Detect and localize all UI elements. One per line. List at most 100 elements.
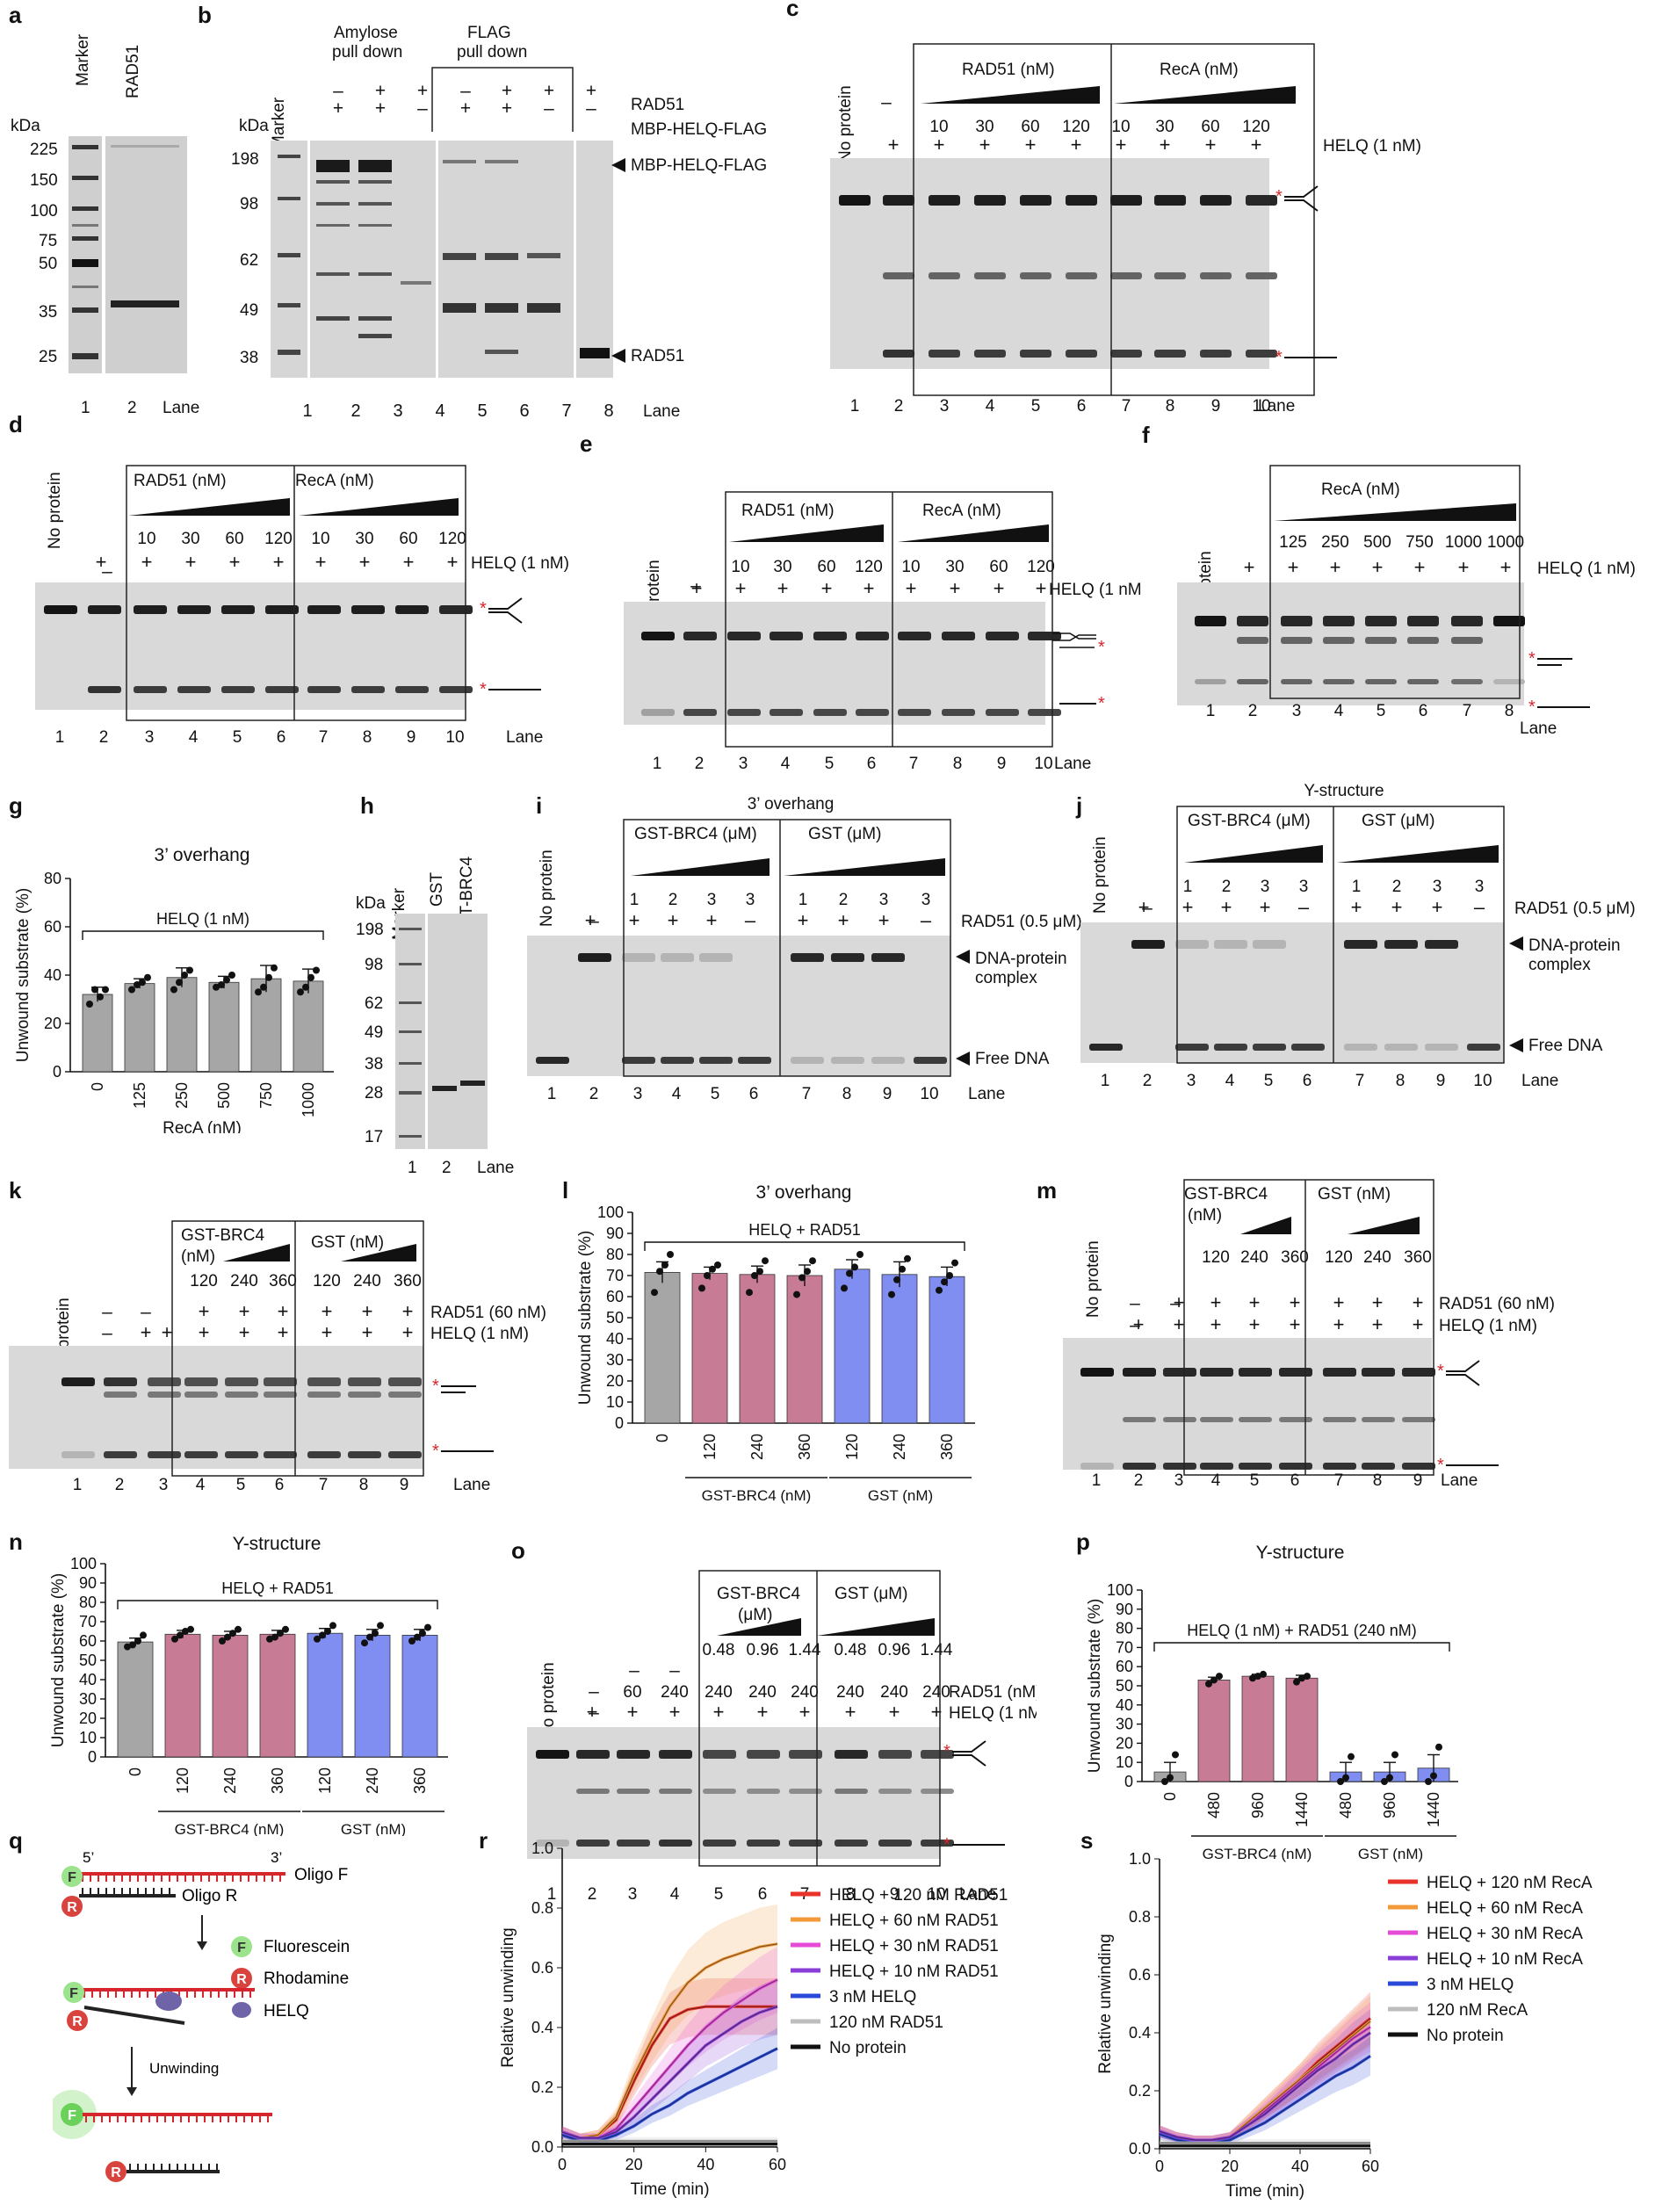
lane-number: 10 [1473, 1072, 1492, 1090]
rad51-label: RAD51 (60 nM) [1439, 1295, 1555, 1313]
gel-band [856, 709, 889, 716]
legend-r: R [236, 1972, 247, 1987]
x-tick-label: 240 [364, 1767, 381, 1794]
series-band [562, 1946, 777, 2143]
conc-value: 30 [1155, 118, 1174, 136]
gel-image [1063, 1338, 1432, 1470]
conc-value: 1 [1183, 878, 1193, 896]
gel-band [439, 686, 473, 693]
gel-band [1200, 272, 1232, 279]
brc4-heading: GST-BRC4 [1184, 1185, 1268, 1204]
band-label: MBP-HELQ-FLAG [631, 156, 768, 175]
label-star: * [432, 1442, 439, 1461]
gel-band [835, 1789, 868, 1794]
plus: + [1288, 556, 1299, 578]
plus: + [691, 577, 703, 599]
gel-band [921, 1789, 954, 1794]
lane-number: 2 [695, 755, 705, 773]
conc-value: 360 [1404, 1248, 1432, 1267]
data-point [756, 1268, 763, 1276]
oligo-f-label: Oligo F [294, 1866, 348, 1884]
conc-value: 240 [1240, 1248, 1268, 1267]
gel-band [883, 195, 914, 206]
gel-band [703, 1750, 736, 1759]
rad51-row-label: RAD51 [631, 96, 685, 114]
gel-image [830, 158, 1269, 369]
plus: + [1260, 896, 1271, 918]
gel-band [974, 350, 1006, 358]
gel-band [1323, 1368, 1356, 1377]
label-star: * [1437, 1362, 1444, 1381]
y-tick-label: 70 [606, 1267, 624, 1284]
helq-icon [232, 2002, 251, 2018]
gel-image [271, 141, 613, 378]
conc-value: 120 [1027, 558, 1055, 576]
panel-letter-s: s [1080, 1827, 1094, 1854]
fluorescein-icon [61, 1866, 83, 1887]
gel-band [148, 1392, 181, 1398]
titration-wedge [1348, 1217, 1420, 1234]
gel-band [1253, 1044, 1286, 1051]
free-dna-label: Free DNA [1528, 1037, 1603, 1055]
conc-value: 120 [264, 530, 293, 548]
data-point [313, 966, 320, 974]
lane-number: 9 [883, 1085, 892, 1103]
rad51-heading: RAD51 (nM) [741, 502, 835, 520]
gel-band [264, 1377, 297, 1386]
data-point [809, 1257, 816, 1265]
plus: + [162, 1321, 173, 1343]
titration-wedge [921, 86, 1100, 104]
lane-number: 10 [445, 728, 464, 747]
titration-wedge [341, 1244, 416, 1261]
rad51-cell: + [544, 81, 554, 101]
y-tick-label: 100 [70, 1555, 97, 1572]
no-protein-label: No protein [1084, 1240, 1102, 1318]
plus: + [1432, 896, 1443, 918]
gel-band [536, 1750, 569, 1759]
data-point [804, 1268, 811, 1276]
lane-number: 4 [672, 1085, 682, 1103]
mbp-row-label: MBP-HELQ-FLAG [631, 120, 768, 139]
lane-number: 3 [159, 1476, 169, 1493]
lane-number: 1 [1092, 1471, 1102, 1490]
gel-band [1020, 272, 1051, 279]
plus: + [141, 551, 153, 573]
lane-number: 2 [127, 399, 137, 417]
amylose-label: Amylose [334, 24, 398, 42]
data-point [134, 1637, 141, 1645]
data-point [266, 1635, 273, 1643]
gel-band [1123, 1463, 1156, 1470]
gel-band [1362, 1368, 1395, 1377]
kda-tick: 38 [240, 349, 259, 367]
rad51-label: RAD51 (0.5 μM) [1514, 900, 1636, 918]
gel-band [942, 632, 975, 640]
group-box [913, 43, 1315, 396]
x-tick-label: 0 [558, 2156, 567, 2173]
lane-number: 1 [547, 1085, 557, 1103]
gel-band [1066, 272, 1097, 279]
lane-number: 1 [1206, 702, 1216, 720]
lane-label: Lane [477, 1159, 515, 1177]
data-point [128, 986, 135, 994]
plus: + [799, 1701, 811, 1723]
y-tick-label: 80 [606, 1246, 624, 1263]
lane-numbers: 1 2 3 4 5 6 7 8 [302, 401, 613, 421]
plus: + [1133, 1313, 1145, 1335]
conc-value: 240 [1363, 1248, 1391, 1267]
plus: + [757, 1701, 769, 1723]
data-point [377, 1622, 384, 1630]
y-tick-label: 90 [1116, 1601, 1133, 1618]
gel-band [1365, 637, 1397, 644]
panel-svg: No proteinRecA (nM)12525050075010001000+… [1177, 465, 1636, 738]
conc-value: 2 [1392, 878, 1402, 896]
plus: + [1500, 556, 1512, 578]
data-point [329, 1622, 336, 1630]
lane-number: 3 [739, 755, 748, 773]
gel-band [789, 1750, 822, 1759]
y-axis-label: Unwound substrate (%) [1086, 1599, 1104, 1774]
y-tick-label: 40 [1116, 1696, 1133, 1714]
label-star: * [480, 599, 487, 618]
lane-number: 7 [1463, 702, 1472, 720]
plus: + [706, 909, 718, 931]
gel-band [184, 1377, 218, 1386]
